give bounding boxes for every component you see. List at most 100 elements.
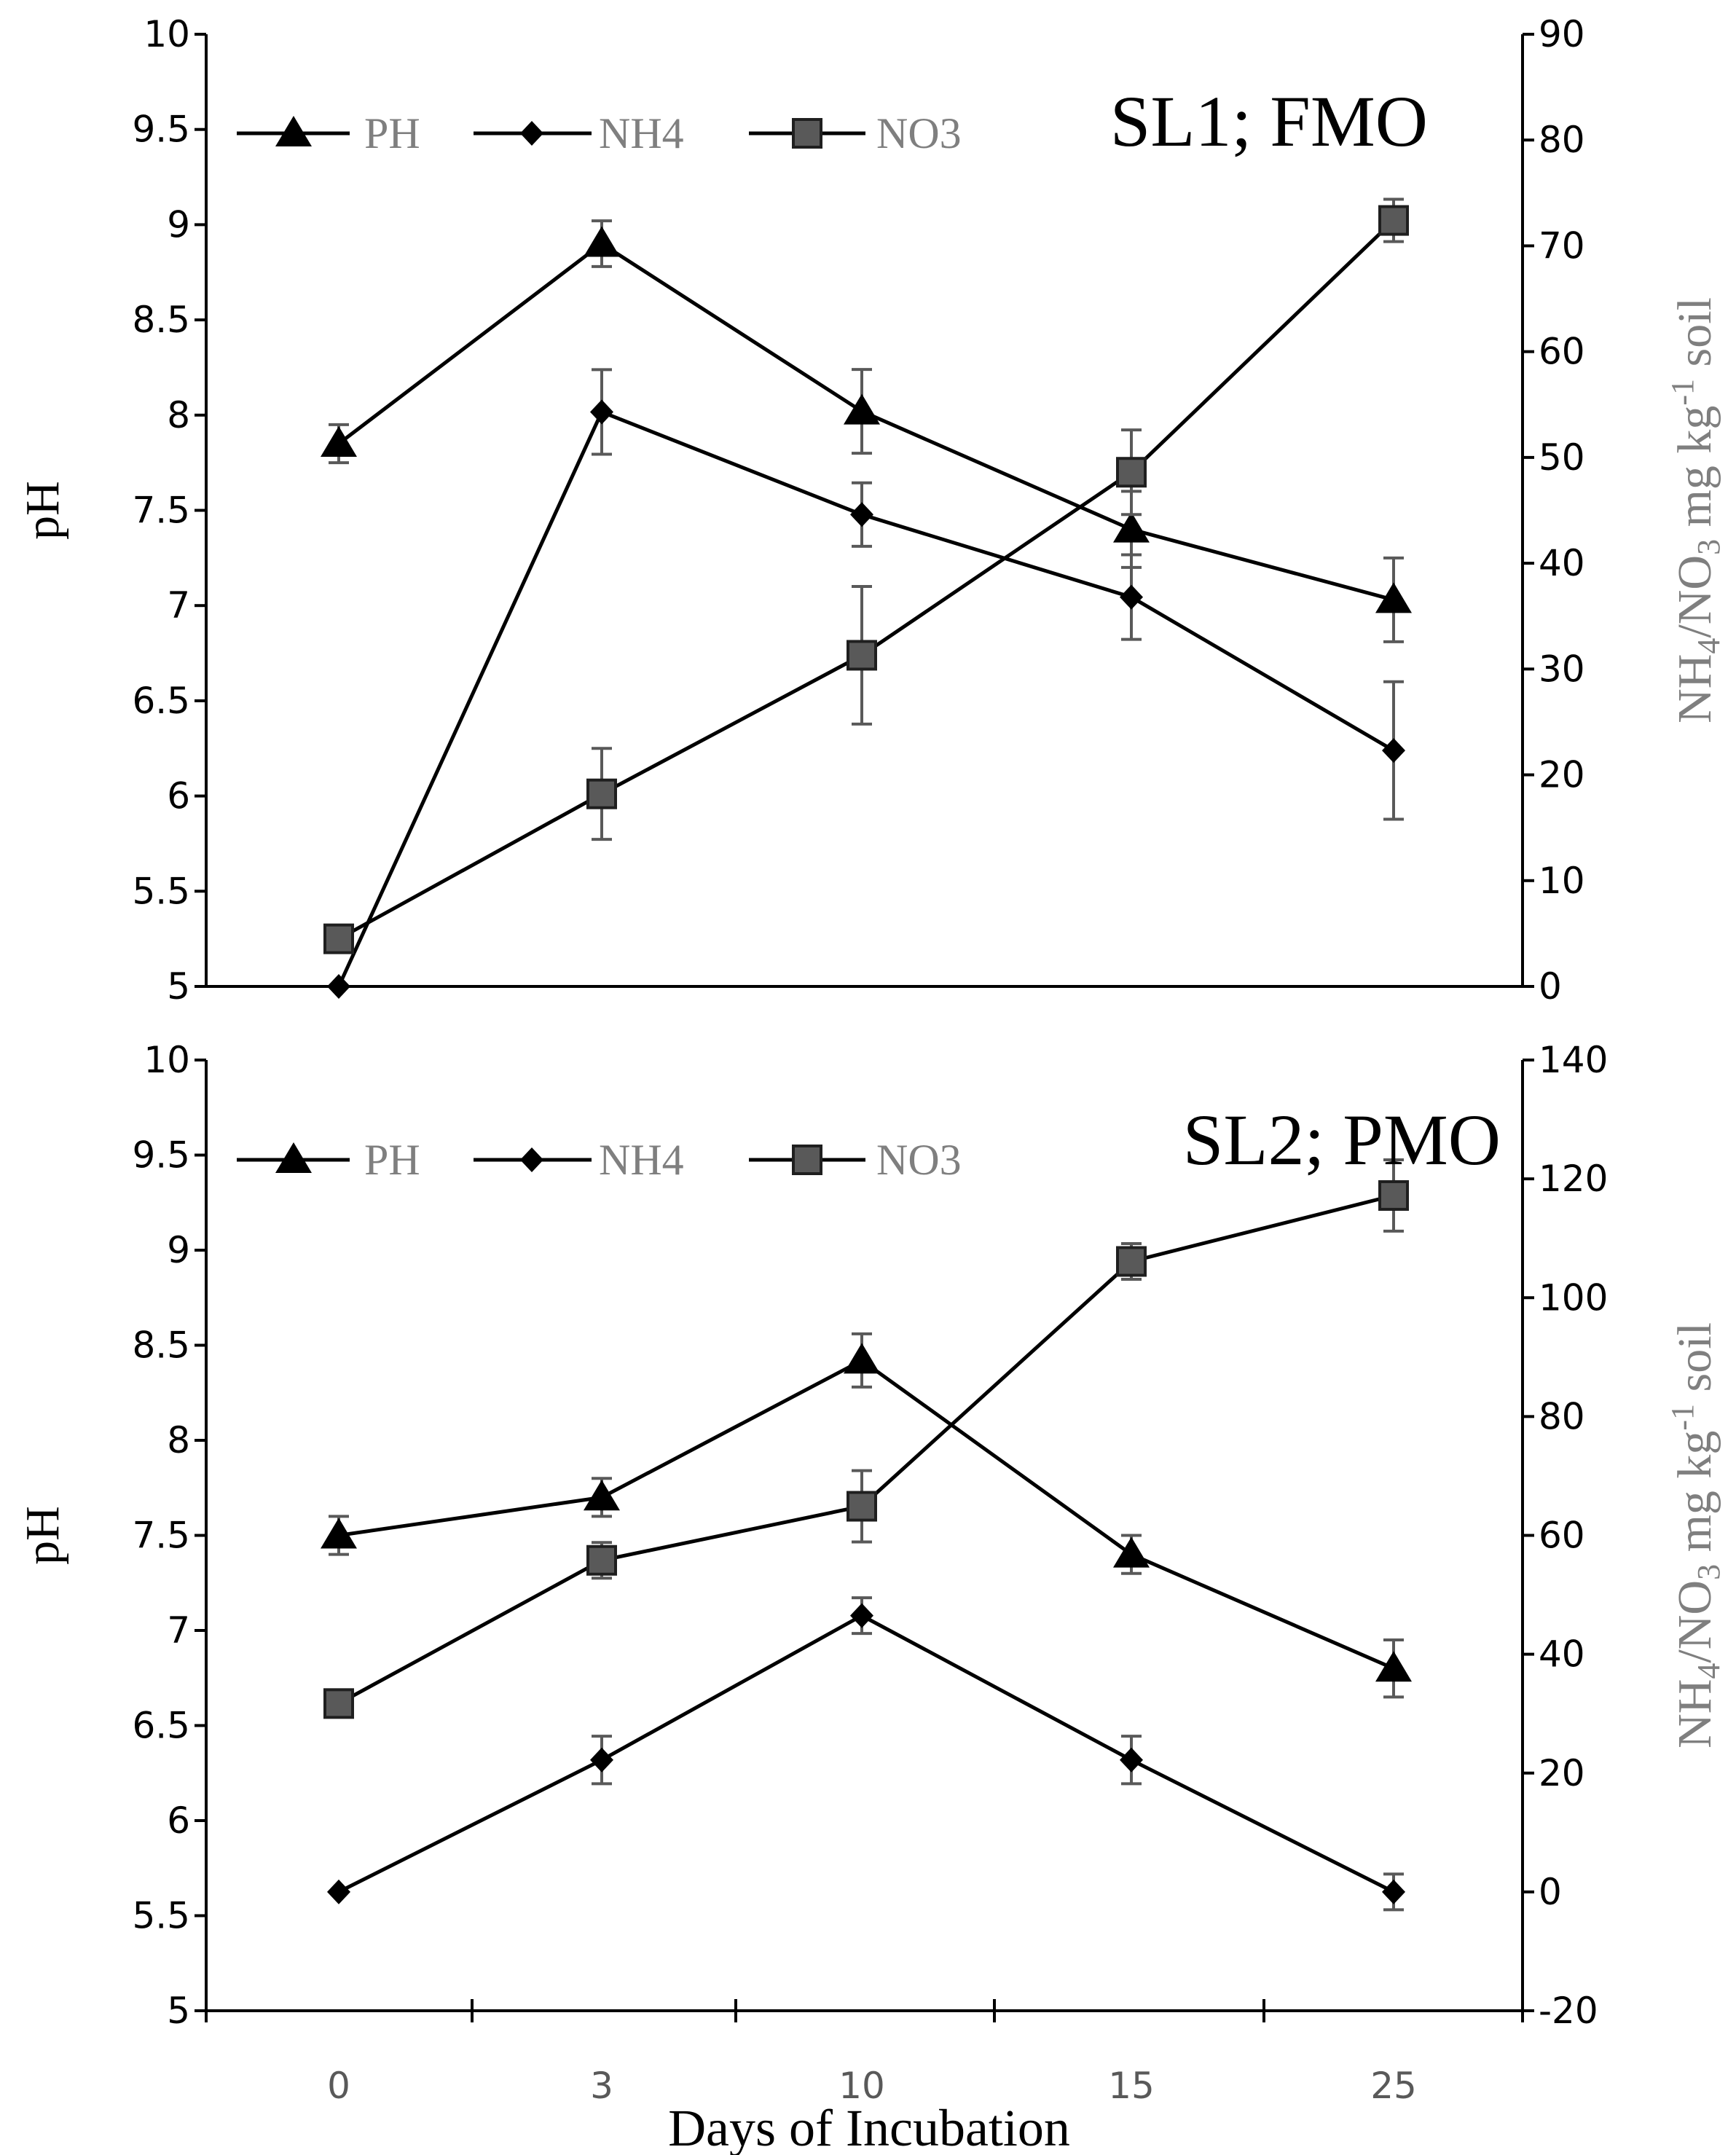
right-tick-label: 40 [1539,1633,1585,1676]
legend-marker [792,118,822,149]
left-tick-label: 5 [167,965,190,1008]
data-point [844,393,880,425]
data-point [1113,511,1150,543]
left-tick-label: 7 [167,584,190,627]
left-axis-label: pH [16,481,69,540]
series-nh4 [327,1596,1405,1912]
legend-label: NO3 [876,109,962,157]
legend-marker [792,1145,822,1175]
series-line [337,219,1395,941]
data-point [850,1603,873,1628]
x-axis-label: Days of Incubation [668,2099,1070,2155]
data-point [323,923,354,954]
data-point [850,502,873,527]
left-tick-label: 8.5 [132,299,190,341]
right-axis-label-part: 3 [1691,539,1727,555]
right-tick-label: 20 [1539,1752,1585,1794]
data-point [1375,582,1412,613]
right-tick-label: 50 [1539,436,1585,479]
series-ph [321,219,1412,643]
x-tick-label: 25 [1370,2065,1417,2107]
legend-marker [520,1147,543,1172]
left-tick-label: 5.5 [132,870,190,912]
data-point [1378,1179,1409,1211]
data-point [847,1491,877,1522]
right-tick-label: -20 [1539,1990,1598,2032]
data-point [321,426,357,458]
right-tick-label: 40 [1539,542,1585,584]
x-tick-label: 15 [1108,2065,1155,2107]
data-point [590,1747,613,1773]
left-tick-label: 6.5 [132,680,190,722]
legend-marker [275,116,312,146]
left-tick-label: 6 [167,775,190,817]
data-point [586,1544,617,1576]
series-ph [321,1332,1412,1699]
data-point [844,1343,880,1374]
right-tick-label: 30 [1539,648,1585,690]
right-tick-label: 80 [1539,1395,1585,1437]
left-tick-label: 9 [167,1229,190,1271]
left-tick-label: 5.5 [132,1895,190,1937]
right-tick-label: 60 [1539,331,1585,373]
panel-sl1-fmo: 5 5.5 6 6.5 7 7.5 8 8.5 9 9.5 10 0 10 20 30 40 50 60 70 80 9… [16,13,1727,1008]
data-point [1116,1246,1147,1277]
left-tick-label: 9.5 [132,109,190,151]
right-axis-label-part: /NO [1668,1580,1721,1663]
legend: PH NH4 NO3 [237,1136,962,1184]
left-tick-label: 6 [167,1799,190,1842]
right-tick-label: 100 [1539,1276,1608,1319]
left-tick-label: 7.5 [132,1515,190,1557]
right-tick-label: 0 [1539,965,1562,1008]
right-tick-label: 70 [1539,224,1585,267]
right-axis-label-part: 4 [1691,1663,1727,1679]
data-point [1116,457,1147,488]
data-point [321,1518,357,1549]
x-tick-label: 0 [327,2065,350,2107]
series-line [337,1613,1395,1894]
series-line [337,409,1395,988]
right-axis-label-part: 4 [1691,638,1727,654]
right-axis-label-part: mg kg [1668,406,1721,539]
right-tick-label: 10 [1539,860,1585,902]
data-point [584,1480,620,1511]
data-point [1378,205,1409,236]
right-tick-label: 0 [1539,1871,1562,1913]
series-nh4 [327,368,1405,999]
data-point [1120,1747,1143,1773]
legend-marker [520,121,543,146]
right-tick-label: 90 [1539,13,1585,55]
series-line [337,1193,1394,1705]
legend-label: NH4 [599,109,684,157]
legend-label: NH4 [599,1136,684,1184]
right-axis-label-part: mg kg [1668,1431,1721,1564]
data-point [586,778,617,809]
right-axis-label: NH4/NO3 mg kg-1 soil [1665,1322,1727,1748]
x-tick-label: 10 [838,2065,885,2107]
data-point [1113,1536,1150,1568]
data-point [1375,1651,1412,1682]
left-tick-label: 10 [144,1039,190,1081]
right-axis-label-part: 3 [1691,1564,1727,1580]
series-no3 [323,197,1409,954]
right-tick-label: 120 [1539,1158,1608,1200]
panel-title: SL2; PMO [1183,1099,1501,1180]
right-axis-label-part: NH [1668,654,1721,723]
right-axis-label-part: soil [1668,297,1721,379]
right-tick-label: 80 [1539,119,1585,161]
left-tick-label: 10 [144,13,190,55]
panel-title: SL1; FMO [1110,81,1428,162]
panel-sl2-pmo: 0 3 10 15 25 5 5.5 6 6.5 7 7.5 8 8.5 9 9.5 10 -20 0 20 40 60… [16,1039,1727,2107]
right-axis-label-part: /NO [1668,555,1721,638]
right-tick-label: 140 [1539,1039,1608,1081]
left-tick-label: 9.5 [132,1134,190,1177]
right-tick-label: 60 [1539,1515,1585,1557]
legend: PH NH4 NO3 [237,109,962,157]
left-tick-label: 8.5 [132,1324,190,1367]
data-point [1382,1879,1405,1904]
legend-label: NO3 [876,1136,962,1184]
left-tick-label: 7.5 [132,490,190,532]
data-point [327,1879,350,1904]
left-tick-label: 6.5 [132,1705,190,1747]
data-point [590,399,613,425]
